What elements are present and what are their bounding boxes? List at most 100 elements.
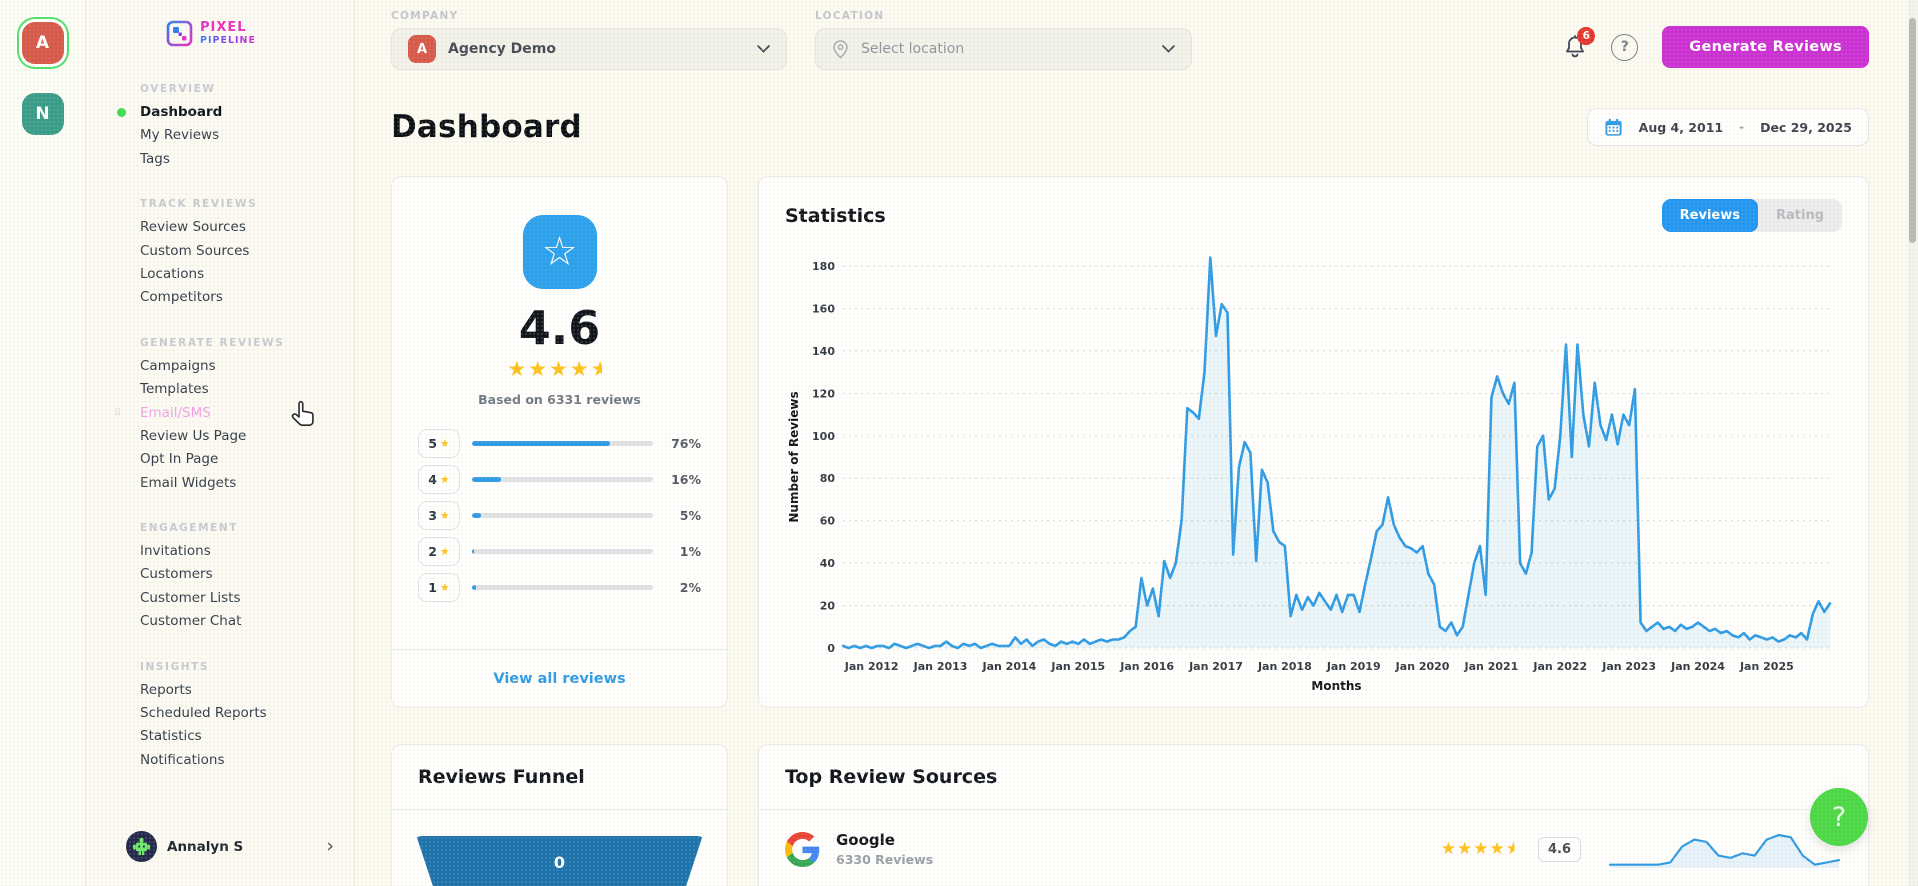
- breakdown-bar-fill: [472, 585, 476, 590]
- scrollbar-thumb[interactable]: [1909, 18, 1916, 243]
- logo-icon: [166, 20, 193, 47]
- funnel-top-value: 0: [553, 853, 566, 872]
- svg-text:Jan 2019: Jan 2019: [1326, 660, 1381, 673]
- star-count-chip: 3 ★: [418, 501, 460, 530]
- star-icon: ★: [1473, 839, 1490, 859]
- svg-text:160: 160: [812, 302, 835, 315]
- breakdown-bar-fill: [472, 513, 482, 518]
- sidebar-item-review-sources[interactable]: Review Sources: [140, 219, 246, 236]
- star-icon: ★: [1505, 839, 1522, 859]
- star-count: 4: [428, 472, 437, 487]
- star-count: 2: [428, 544, 437, 559]
- breakdown-bar-fill: [472, 477, 501, 482]
- source-meta: Google 6330 Reviews: [836, 831, 933, 867]
- svg-text:40: 40: [820, 557, 836, 570]
- tab-rating[interactable]: Rating: [1775, 208, 1824, 223]
- user-name: Annalyn S: [167, 838, 244, 855]
- sidebar-item-scheduled-reports[interactable]: Scheduled Reports: [140, 705, 267, 722]
- robot-avatar-icon: [132, 837, 151, 856]
- location-select[interactable]: Select location: [815, 28, 1192, 70]
- logo-text: PIXEL PIPELINE: [200, 21, 256, 46]
- user-avatar: [126, 831, 157, 862]
- svg-text:Jan 2023: Jan 2023: [1601, 660, 1656, 673]
- sidebar-item-email-sms[interactable]: Email/SMS: [86, 402, 354, 426]
- rating-breakdown: 5 ★ 76% 4 ★ 16% 3 ★ 5% 2 ★ 1% 1 ★ 2%: [392, 429, 727, 602]
- sources-card-header: Top Review Sources: [759, 745, 1868, 810]
- workspace-avatar-n[interactable]: N: [21, 93, 64, 135]
- sidebar-item-dashboard[interactable]: Dashboard: [86, 101, 354, 124]
- cards-row-2: Reviews Funnel 0 Top Review Sources: [391, 744, 1869, 886]
- svg-text:Jan 2025: Jan 2025: [1739, 660, 1794, 673]
- sidebar-item-competitors[interactable]: Competitors: [140, 289, 223, 306]
- company-select[interactable]: A Agency Demo: [391, 28, 787, 70]
- breakdown-bar-track: [472, 513, 653, 518]
- star-icon: ★: [1489, 839, 1506, 859]
- sidebar-item-customer-lists[interactable]: Customer Lists: [140, 589, 241, 606]
- notification-count-badge: 6: [1577, 27, 1596, 45]
- sidebar-item-opt-in-page[interactable]: Opt In Page: [140, 451, 219, 468]
- sidebar-item-campaigns[interactable]: Campaigns: [140, 357, 216, 374]
- statistics-header: Statistics Reviews Rating: [785, 199, 1842, 232]
- svg-text:Jan 2013: Jan 2013: [913, 660, 968, 673]
- notifications-bell[interactable]: 6: [1563, 27, 1596, 60]
- source-name: Google: [836, 831, 895, 849]
- svg-text:60: 60: [820, 515, 836, 528]
- sidebar-item-email-widgets[interactable]: Email Widgets: [140, 474, 237, 491]
- date-range-picker[interactable]: Aug 4, 2011 - Dec 29, 2025: [1586, 108, 1869, 146]
- star-icon: ★: [1456, 839, 1474, 859]
- nav-section-label: OVERVIEW: [140, 83, 216, 95]
- topbar-actions: 6 ? Generate Reviews: [1563, 10, 1869, 68]
- svg-text:120: 120: [812, 387, 835, 400]
- workspace-avatar-a[interactable]: A: [21, 22, 64, 64]
- nav-section-label: INSIGHTS: [140, 660, 210, 673]
- nav-section-label: GENERATE REVIEWS: [140, 336, 285, 349]
- breakdown-bar-fill: [472, 549, 474, 554]
- tab-reviews[interactable]: Reviews: [1661, 199, 1758, 232]
- user-menu[interactable]: Annalyn S ›: [126, 831, 334, 862]
- logo-line2: PIPELINE: [200, 35, 256, 47]
- statistics-tabs: Reviews Rating: [1661, 199, 1842, 232]
- sidebar: PIXEL PIPELINE OVERVIEW Dashboard My Revie…: [86, 0, 355, 886]
- svg-text:Jan 2018: Jan 2018: [1257, 660, 1312, 673]
- top-review-sources-card: Top Review Sources Google 6330 Reviews ★…: [758, 744, 1869, 886]
- based-on-reviews: Based on 6331 reviews: [478, 392, 641, 407]
- help-fab[interactable]: ?: [1810, 788, 1868, 846]
- sidebar-item-review-us-page[interactable]: Review Us Page: [140, 427, 247, 444]
- rating-breakdown-row-4-star: 4 ★ 16%: [418, 465, 701, 494]
- calendar-icon: [1605, 118, 1622, 136]
- generate-reviews-button[interactable]: Generate Reviews: [1662, 26, 1869, 68]
- sidebar-item-templates[interactable]: Templates: [140, 381, 209, 398]
- sidebar-item-my-reviews[interactable]: My Reviews: [140, 127, 220, 144]
- statistics-card: Statistics Reviews Rating 0 20 40 60 80 100 120…: [758, 176, 1869, 708]
- sidebar-item-locations[interactable]: Locations: [140, 265, 205, 282]
- location-label: LOCATION: [815, 10, 885, 22]
- sidebar-item-reports[interactable]: Reports: [140, 681, 192, 698]
- sidebar-item-statistics[interactable]: Statistics: [140, 728, 202, 745]
- logo-line1: PIXEL: [200, 20, 247, 36]
- svg-text:0: 0: [827, 642, 835, 655]
- star-icon: ★: [439, 473, 450, 486]
- star-count-chip: 5 ★: [418, 429, 460, 458]
- star-icon: ★: [439, 509, 450, 522]
- sidebar-item-invitations[interactable]: Invitations: [140, 543, 211, 560]
- breakdown-bar-fill: [472, 441, 610, 446]
- help-icon[interactable]: ?: [1611, 33, 1639, 61]
- source-stars: ★★★★★: [1441, 839, 1522, 859]
- star-icon: ★: [528, 357, 550, 381]
- funnel-top-segment: 0: [416, 836, 703, 886]
- page-title: Dashboard: [391, 109, 582, 145]
- company-value: Agency Demo: [448, 41, 556, 57]
- sidebar-item-customer-chat[interactable]: Customer Chat: [140, 613, 242, 630]
- topbar: COMPANY A Agency Demo LOCATION Select: [391, 0, 1869, 70]
- sidebar-item-notifications[interactable]: Notifications: [140, 751, 225, 768]
- svg-text:Jan 2014: Jan 2014: [982, 660, 1037, 673]
- sidebar-item-custom-sources[interactable]: Custom Sources: [140, 242, 250, 259]
- star-count-chip: 2 ★: [418, 537, 460, 566]
- view-all-reviews-link[interactable]: View all reviews: [493, 670, 626, 687]
- rating-summary-card: ☆ 4.6 ★★★★★ Based on 6331 reviews 5 ★ 76% 4…: [391, 176, 728, 708]
- breakdown-bar-track: [472, 585, 653, 590]
- chevron-right-icon[interactable]: ›: [326, 835, 334, 857]
- sidebar-item-tags[interactable]: Tags: [140, 150, 170, 167]
- sidebar-item-customers[interactable]: Customers: [140, 566, 213, 583]
